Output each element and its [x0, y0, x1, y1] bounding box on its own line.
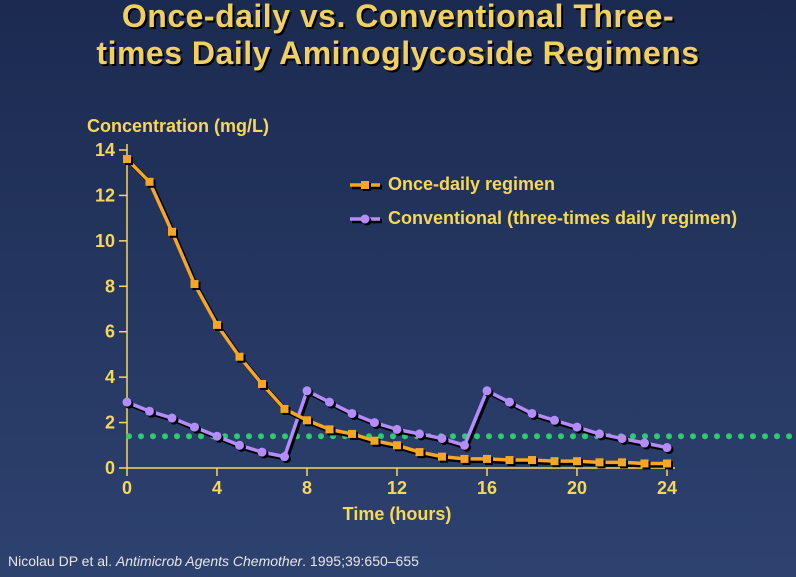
svg-text:8: 8 — [302, 478, 312, 498]
svg-text:0: 0 — [105, 458, 115, 478]
svg-text:2: 2 — [105, 413, 115, 433]
svg-text:10: 10 — [95, 231, 115, 251]
citation-rest: . 1995;39:650–655 — [302, 553, 419, 569]
citation-author: Nicolau DP et al. — [8, 553, 116, 569]
x-axis-label: Time (hours) — [0, 504, 795, 525]
legend-once-daily: Once-daily regimen — [388, 174, 555, 195]
svg-text:12: 12 — [387, 478, 407, 498]
citation-journal: Antimicrob Agents Chemother — [116, 553, 302, 569]
svg-text:20: 20 — [567, 478, 587, 498]
svg-text:0: 0 — [122, 478, 132, 498]
svg-text:4: 4 — [212, 478, 222, 498]
svg-text:16: 16 — [477, 478, 497, 498]
citation: Nicolau DP et al. Antimicrob Agents Chem… — [8, 553, 419, 569]
y-axis-label: Concentration (mg/L) — [87, 116, 269, 137]
svg-text:12: 12 — [95, 185, 115, 205]
slide: Once-daily vs. Conventional Three-times … — [0, 0, 796, 577]
pk-chart: 0246810121404812162024 — [0, 0, 796, 577]
legend-conventional: Conventional (three-times daily regimen) — [388, 208, 737, 229]
svg-text:6: 6 — [105, 322, 115, 342]
svg-text:24: 24 — [657, 478, 677, 498]
svg-text:8: 8 — [105, 276, 115, 296]
svg-text:4: 4 — [105, 367, 115, 387]
svg-text:14: 14 — [95, 140, 115, 160]
